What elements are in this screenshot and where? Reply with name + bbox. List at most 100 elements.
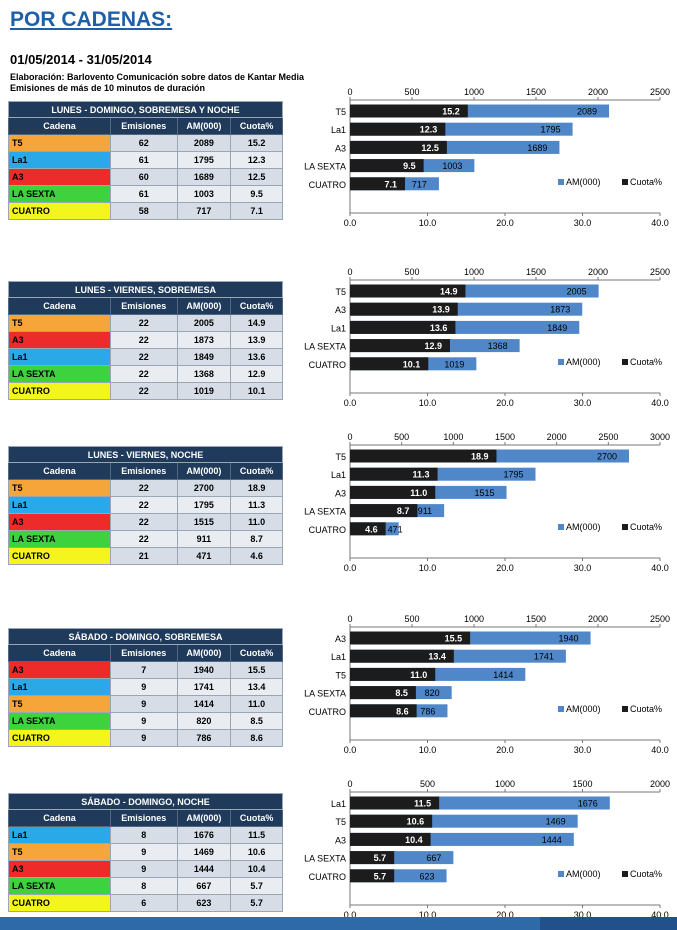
category-label: T5 [335, 817, 346, 827]
bottom-tick-label: 0.0 [344, 563, 357, 573]
cuota-data-label: 7.1 [385, 179, 398, 189]
table-row: A3 9 1444 10.4 [8, 860, 283, 878]
column-header: Emisiones [110, 644, 178, 662]
top-tick-label: 1500 [526, 614, 546, 624]
column-header: AM(000) [176, 462, 232, 480]
cuota-bar [350, 485, 436, 499]
am-cell: 1444 [176, 860, 232, 878]
am-data-label: 2089 [577, 107, 597, 117]
emisiones-cell: 62 [110, 134, 178, 152]
category-label: T5 [335, 452, 346, 462]
cuota-data-label: 8.6 [396, 706, 409, 716]
legend-cuota-swatch [622, 706, 628, 712]
emisiones-cell: 21 [110, 547, 178, 565]
channel-cell: La1 [8, 678, 111, 696]
emisiones-cell: 9 [110, 712, 178, 730]
top-tick-label: 1000 [464, 267, 484, 277]
legend-am-swatch [558, 871, 564, 877]
cuota-data-label: 13.9 [432, 305, 450, 315]
am-cell: 1873 [176, 331, 232, 349]
cuota-cell: 11.3 [230, 496, 283, 514]
top-tick-label: 0 [347, 87, 352, 97]
bottom-tick-label: 10.0 [419, 910, 437, 920]
am-cell: 1940 [176, 661, 232, 679]
top-tick-label: 0 [347, 267, 352, 277]
table-row: A3 22 1515 11.0 [8, 513, 283, 531]
cuota-data-label: 10.6 [407, 817, 425, 827]
top-tick-label: 500 [404, 614, 419, 624]
bottom-tick-label: 40.0 [651, 745, 669, 755]
bar-chart: 0 500 1000 1500 2000 2500 0.0 10.0 20.0 30.0 40.0 T… [304, 267, 670, 408]
column-header: AM(000) [176, 809, 232, 827]
cuota-bar [350, 522, 386, 536]
emisiones-cell: 9 [110, 843, 178, 861]
table-row: T5 9 1469 10.6 [8, 843, 283, 861]
column-header: Cuota% [230, 462, 283, 480]
table-row: A3 60 1689 12.5 [8, 168, 283, 186]
bar-chart: 0 500 1000 1500 2000 0.0 10.0 20.0 30.0 40.0 La1 11… [304, 779, 670, 920]
emisiones-cell: 61 [110, 151, 178, 169]
cuota-data-label: 5.7 [374, 853, 387, 863]
am-data-label: 667 [426, 853, 441, 863]
cuota-bar [350, 104, 468, 118]
bottom-tick-label: 30.0 [574, 218, 592, 228]
cuota-cell: 14.9 [230, 314, 283, 332]
legend-cuota-label: Cuota% [630, 177, 662, 187]
am-cell: 1515 [176, 513, 232, 531]
footer-page-block [540, 917, 677, 930]
cuota-cell: 10.6 [230, 843, 283, 861]
table-row: CUATRO 9 786 8.6 [8, 729, 283, 747]
cuota-cell: 15.2 [230, 134, 283, 152]
cuota-data-label: 11.3 [413, 470, 430, 480]
bottom-tick-label: 20.0 [496, 745, 514, 755]
column-header: Emisiones [110, 117, 178, 135]
table-row: La1 22 1849 13.6 [8, 348, 283, 366]
category-label: La1 [331, 652, 346, 662]
bottom-tick-label: 30.0 [574, 910, 592, 920]
am-cell: 1795 [176, 496, 232, 514]
emisiones-cell: 22 [110, 331, 178, 349]
cuota-bar [350, 704, 417, 718]
am-cell: 2089 [176, 134, 232, 152]
table-row: CUATRO 58 717 7.1 [8, 202, 283, 220]
column-header: Cadena [8, 809, 111, 827]
page-footer [0, 917, 677, 930]
cuota-data-label: 12.3 [420, 125, 438, 135]
emisiones-cell: 8 [110, 826, 178, 844]
cuota-bar [350, 667, 436, 681]
am-cell: 786 [176, 729, 232, 747]
cuota-cell: 12.5 [230, 168, 283, 186]
cuota-cell: 13.9 [230, 331, 283, 349]
table-row: T5 62 2089 15.2 [8, 134, 283, 152]
bottom-tick-label: 10.0 [419, 398, 437, 408]
channel-cell: T5 [8, 134, 111, 152]
top-tick-label: 0 [347, 614, 352, 624]
cuota-data-label: 4.6 [365, 524, 378, 534]
category-label: A3 [335, 488, 346, 498]
cuota-bar [350, 159, 424, 173]
am-data-label: 471 [388, 524, 403, 534]
bottom-tick-label: 20.0 [496, 218, 514, 228]
cuota-cell: 13.6 [230, 348, 283, 366]
audience-table: SÁBADO - DOMINGO, SOBREMESA Cadena Emision… [8, 628, 283, 747]
top-tick-label: 0 [347, 779, 352, 789]
column-header: Cuota% [230, 644, 283, 662]
channel-cell: LA SEXTA [8, 365, 111, 383]
cuota-cell: 5.7 [230, 877, 283, 895]
top-tick-label: 2000 [588, 87, 608, 97]
audience-table: LUNES - VIERNES, SOBREMESA Cadena Emisione… [8, 281, 283, 400]
bottom-tick-label: 10.0 [419, 563, 437, 573]
emisiones-cell: 22 [110, 496, 178, 514]
cuota-data-label: 15.2 [442, 107, 460, 117]
category-label: CUATRO [309, 360, 346, 370]
cuota-bar [350, 284, 466, 298]
table-row: LA SEXTA 22 1368 12.9 [8, 365, 283, 383]
am-cell: 623 [176, 894, 232, 912]
column-header: Emisiones [110, 297, 178, 315]
cuota-bar [350, 649, 454, 663]
table-row: T5 9 1414 11.0 [8, 695, 283, 713]
cuota-data-label: 13.6 [430, 323, 448, 333]
top-tick-label: 1500 [572, 779, 592, 789]
emisiones-cell: 58 [110, 202, 178, 220]
cuota-bar [350, 467, 438, 481]
